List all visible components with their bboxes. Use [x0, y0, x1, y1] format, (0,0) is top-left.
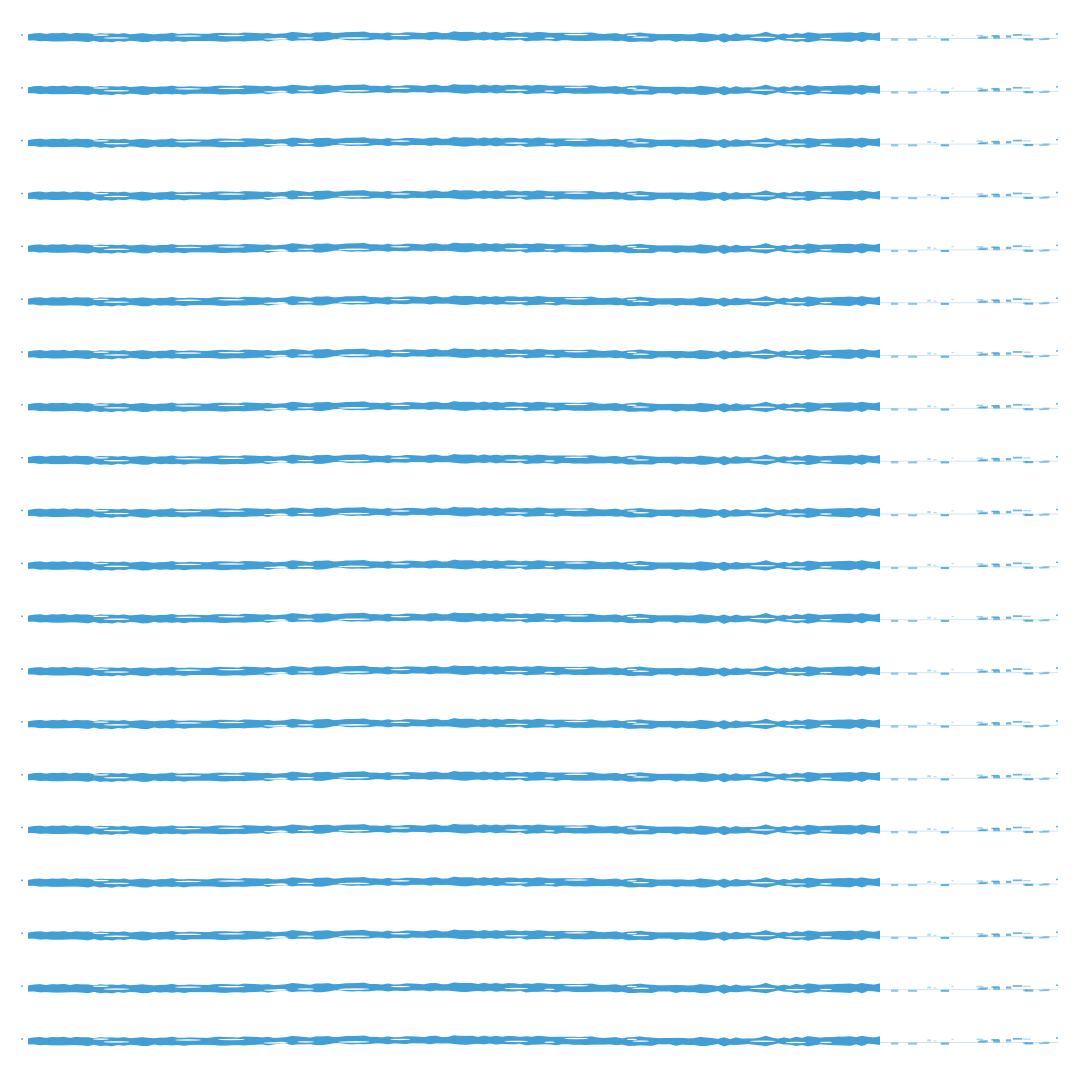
brush-stroke-row	[20, 242, 1059, 255]
brush-stroke-row	[20, 929, 1059, 942]
brush-stroke-row	[20, 136, 1059, 149]
brush-stroke-row	[20, 1034, 1059, 1048]
brush-stroke-row	[20, 347, 1059, 361]
brush-stroke-row	[20, 611, 1059, 625]
brush-stroke-row	[20, 981, 1059, 995]
brush-stroke-row	[20, 770, 1059, 783]
brush-stroke-row	[20, 664, 1059, 678]
brush-stroke-row	[20, 876, 1059, 889]
brush-stroke-rows	[20, 30, 1059, 1048]
brush-stroke-row	[20, 823, 1059, 836]
brush-stroke-row	[20, 506, 1059, 519]
brush-stroke-row	[20, 453, 1059, 466]
brush-stroke-row	[20, 30, 1059, 44]
brush-stroke-row	[20, 189, 1059, 202]
brush-stroke-row	[20, 83, 1059, 96]
brush-stroke-row	[20, 717, 1059, 731]
brush-stroke-row	[20, 294, 1059, 308]
brush-stroke-row	[20, 559, 1059, 572]
brush-stroke-row	[20, 400, 1059, 413]
